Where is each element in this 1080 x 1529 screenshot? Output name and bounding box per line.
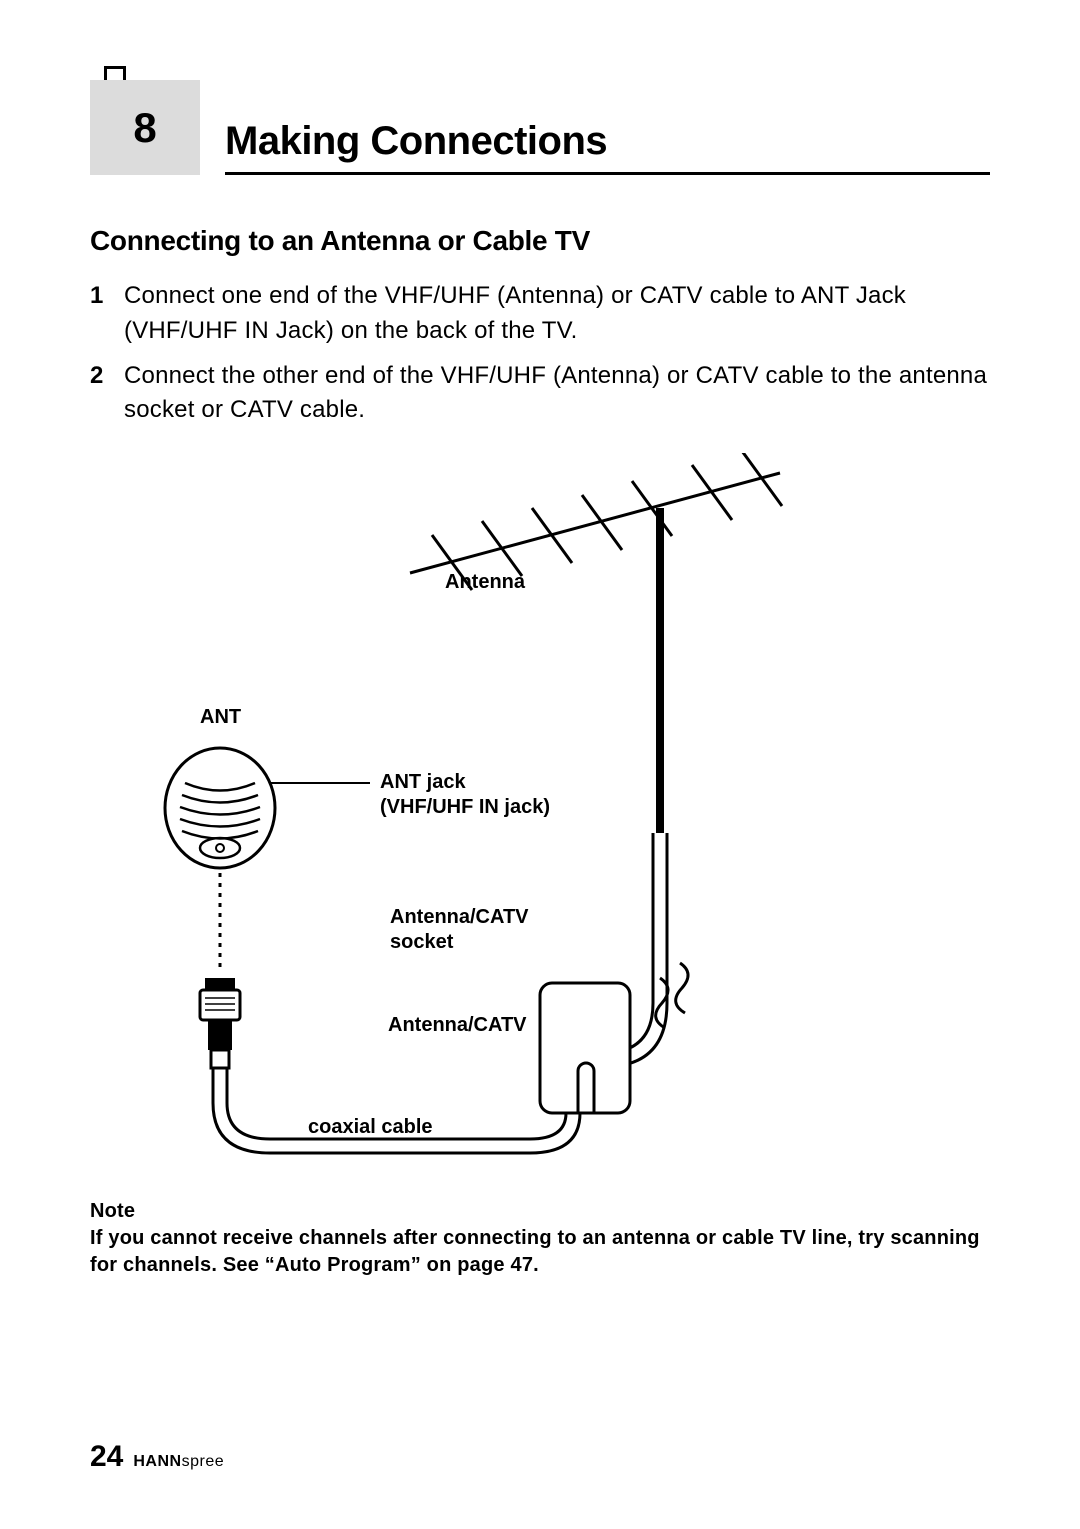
- chapter-title: Making Connections: [225, 119, 990, 164]
- antenna-icon: [410, 453, 782, 833]
- socket-label-2: socket: [390, 931, 454, 953]
- coax-plug-icon: [200, 978, 240, 1068]
- chapter-number-box: 8: [90, 80, 200, 175]
- ant-jack-label-1: ANT jack: [380, 771, 466, 793]
- coax-cable: [213, 1068, 580, 1153]
- ant-jack-icon: [165, 748, 275, 868]
- brand-bold: HANN: [133, 1453, 181, 1470]
- page-footer: 24 HANNspree: [90, 1440, 224, 1474]
- page-number: 24: [90, 1440, 123, 1474]
- step-item: Connect one end of the VHF/UHF (Antenna)…: [90, 279, 990, 349]
- chapter-tab-icon: [104, 66, 126, 80]
- chapter-title-wrap: Making Connections: [225, 119, 990, 175]
- ant-jack-label-2: (VHF/UHF IN jack): [380, 796, 550, 818]
- chapter-number: 8: [133, 104, 156, 152]
- socket-label-1: Antenna/CATV: [390, 906, 529, 928]
- antenna-label: Antenna: [445, 571, 526, 593]
- ant-label: ANT: [200, 706, 241, 728]
- note-block: Note If you cannot receive channels afte…: [90, 1198, 990, 1279]
- connection-diagram: Antenna Antenna/CATV socket Antenna/CATV…: [90, 453, 990, 1173]
- brand-logo: HANNspree: [133, 1453, 224, 1471]
- note-text: If you cannot receive channels after con…: [90, 1227, 980, 1276]
- chapter-header: 8 Making Connections: [90, 80, 990, 175]
- coax-label: coaxial cable: [308, 1116, 433, 1138]
- note-label: Note: [90, 1198, 990, 1225]
- catv-label: Antenna/CATV: [388, 1014, 527, 1036]
- section-title: Connecting to an Antenna or Cable TV: [90, 225, 990, 257]
- step-list: Connect one end of the VHF/UHF (Antenna)…: [90, 279, 990, 428]
- step-item: Connect the other end of the VHF/UHF (An…: [90, 359, 990, 429]
- wall-socket-icon: [540, 983, 630, 1113]
- brand-light: spree: [182, 1453, 225, 1470]
